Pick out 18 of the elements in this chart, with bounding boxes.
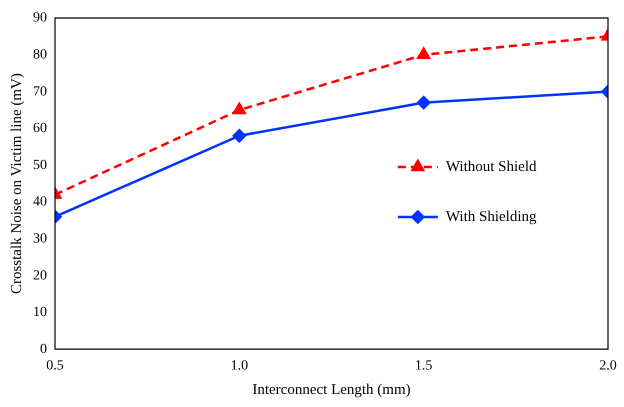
y-tick-label: 40 bbox=[33, 194, 47, 210]
legend-label: With Shielding bbox=[446, 208, 538, 225]
x-tick-label: 0.5 bbox=[46, 358, 64, 374]
y-tick-label: 90 bbox=[33, 10, 47, 26]
y-tick-label: 0 bbox=[40, 342, 47, 357]
y-tick-label: 80 bbox=[33, 47, 47, 62]
x-tick-label: 1.5 bbox=[414, 358, 432, 374]
x-axis-title: Interconnect Length (mm) bbox=[252, 382, 411, 398]
y-tick-label: 10 bbox=[33, 305, 47, 320]
x-tick-label: 2.0 bbox=[599, 358, 617, 374]
y-axis-title: Crosstalk Noise on Victim line (mV) bbox=[8, 73, 25, 294]
legend-label: Without Shield bbox=[446, 158, 538, 175]
y-tick-label: 20 bbox=[33, 268, 47, 284]
y-tick-label: 30 bbox=[33, 231, 47, 246]
x-tick-label: 1.0 bbox=[230, 358, 248, 374]
y-tick-label: 60 bbox=[33, 121, 47, 136]
y-tick-label: 50 bbox=[33, 158, 47, 173]
y-tick-label: 70 bbox=[33, 84, 47, 100]
